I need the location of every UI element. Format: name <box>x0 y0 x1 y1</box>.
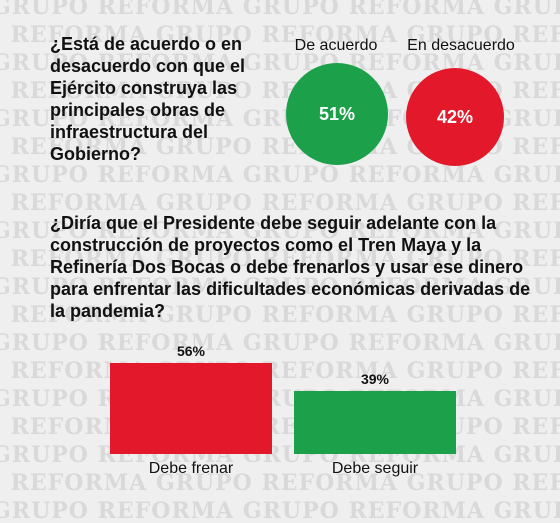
watermark-line: GRUPO REFORMA GRUPO REFORMA GRUPO REFORM… <box>0 442 560 468</box>
bar-category-label: Debe seguir <box>331 460 419 477</box>
bar-category-label: Debe frenar <box>148 460 234 477</box>
bar-debe-seguir <box>294 390 456 454</box>
question-1-text: ¿Está de acuerdo o en desacuerdo con que… <box>50 34 246 164</box>
q1-circle-en-desacuerdo: 42% <box>406 68 504 166</box>
watermark-line: GRUPO REFORMA GRUPO REFORMA GRUPO REFORM… <box>0 470 560 496</box>
q1-value-en-desacuerdo: 42% <box>436 106 474 127</box>
watermark-line: GRUPO REFORMA GRUPO REFORMA GRUPO REFORM… <box>0 414 560 440</box>
q1-circle-de-acuerdo: 51% <box>286 63 388 165</box>
watermark-line: GRUPO REFORMA GRUPO REFORMA GRUPO REFORM… <box>0 162 560 188</box>
watermark-line: GRUPO REFORMA GRUPO REFORMA GRUPO REFORM… <box>0 358 560 384</box>
watermark-line: GRUPO REFORMA GRUPO REFORMA GRUPO REFORM… <box>0 498 560 523</box>
question-2-text: ¿Diría que el Presidente debe seguir ade… <box>50 213 531 321</box>
watermark-line: GRUPO REFORMA GRUPO REFORMA GRUPO REFORM… <box>0 218 560 244</box>
bar-debe-frenar <box>110 363 272 454</box>
q1-option-label-de-acuerdo: De acuerdo <box>294 37 378 54</box>
watermark-line: GRUPO REFORMA GRUPO REFORMA GRUPO REFORM… <box>0 302 560 328</box>
watermark-line: GRUPO REFORMA GRUPO REFORMA GRUPO REFORM… <box>0 246 560 272</box>
q1-value-de-acuerdo: 51% <box>318 103 356 124</box>
watermark-line: GRUPO REFORMA GRUPO REFORMA GRUPO REFORM… <box>0 190 560 216</box>
watermark-line: GRUPO REFORMA GRUPO REFORMA GRUPO REFORM… <box>0 274 560 300</box>
bar-value-label: 56% <box>176 343 206 359</box>
watermark-line: GRUPO REFORMA GRUPO REFORMA GRUPO REFORM… <box>0 0 560 20</box>
watermark-line: GRUPO REFORMA GRUPO REFORMA GRUPO REFORM… <box>0 22 560 48</box>
bar-value-label: 39% <box>360 370 390 387</box>
watermark-line: GRUPO REFORMA GRUPO REFORMA GRUPO REFORM… <box>0 330 560 356</box>
watermark-line: GRUPO REFORMA GRUPO REFORMA GRUPO REFORM… <box>0 386 560 412</box>
q1-option-label-en-desacuerdo: En desacuerdo <box>407 37 515 54</box>
